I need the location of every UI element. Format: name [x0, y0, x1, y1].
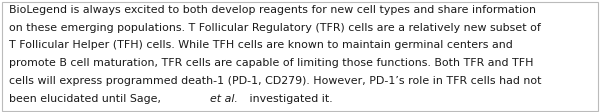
Text: been elucidated until Sage,: been elucidated until Sage,	[9, 94, 164, 103]
Text: BioLegend is always excited to both develop reagents for new cell types and shar: BioLegend is always excited to both deve…	[9, 5, 536, 15]
Text: on these emerging populations. T Follicular Regulatory (TFR) cells are a relativ: on these emerging populations. T Follicu…	[9, 23, 541, 33]
Text: et al.: et al.	[209, 94, 238, 103]
Text: T Follicular Helper (TFH) cells. While TFH cells are known to maintain germinal : T Follicular Helper (TFH) cells. While T…	[9, 40, 513, 50]
Text: investigated it.: investigated it.	[245, 94, 332, 103]
Text: cells will express programmed death-1 (PD-1, CD279). However, PD-1’s role in TFR: cells will express programmed death-1 (P…	[9, 76, 542, 86]
Text: promote B cell maturation, TFR cells are capable of limiting those functions. Bo: promote B cell maturation, TFR cells are…	[9, 58, 533, 68]
